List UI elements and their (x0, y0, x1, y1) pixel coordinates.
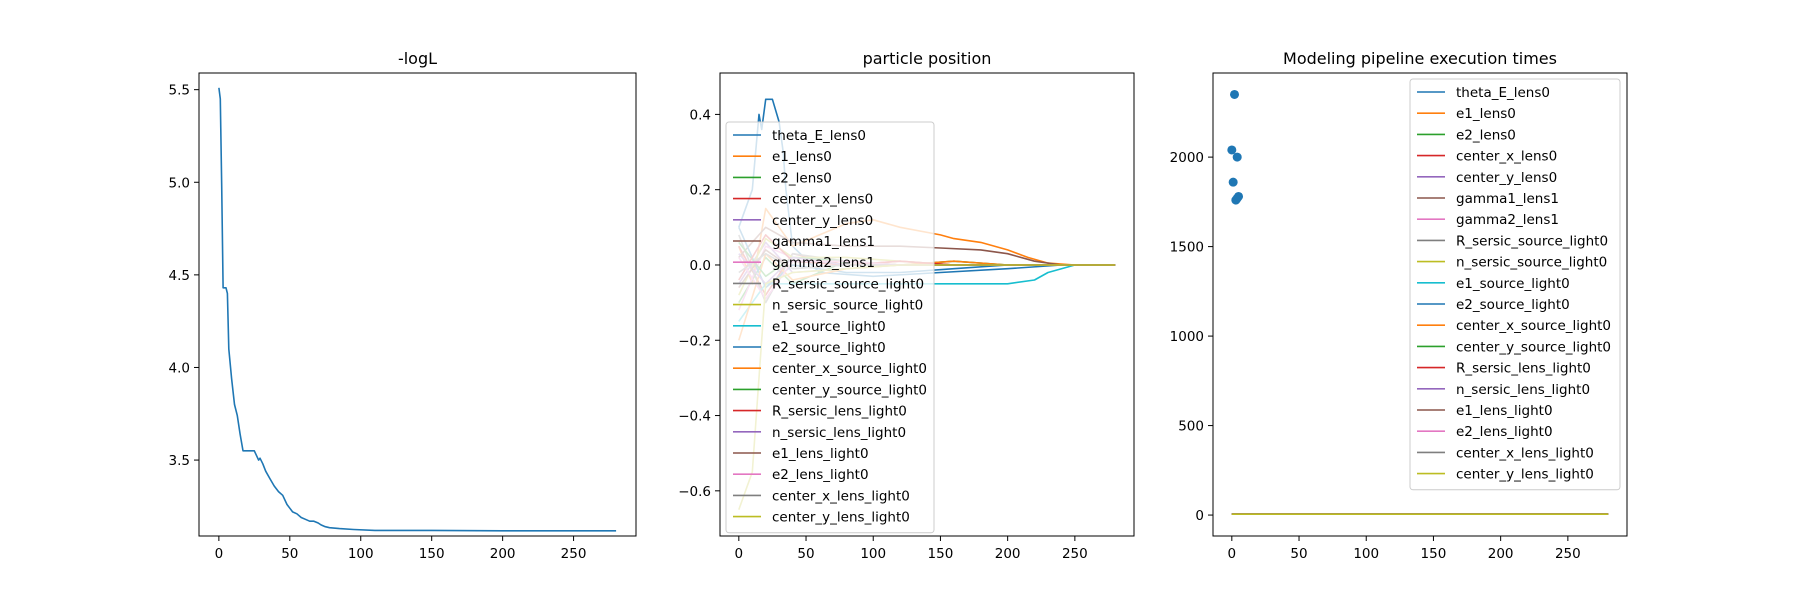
y-tick-label: 3.5 (169, 453, 190, 469)
x-tick-label: 50 (1290, 546, 1307, 562)
x-tick-label: 200 (995, 546, 1021, 562)
legend-frame (1409, 78, 1621, 491)
legend-label: e2_lens_light0 (1456, 424, 1553, 440)
legend: theta_E_lens0 e1_lens0 e2_lens0 center_x_le… (725, 121, 935, 534)
x-tick-label: 100 (1353, 546, 1379, 562)
y-tick-label: 5.5 (169, 83, 190, 99)
y-tick-label: 4.0 (169, 360, 190, 376)
data-point (1228, 177, 1238, 187)
legend-label: gamma1_lens1 (772, 234, 875, 250)
series-line (218, 87, 617, 532)
x-tick-label: 100 (348, 546, 374, 562)
legend-label: e1_source_light0 (772, 319, 886, 335)
legend-label: R_sersic_lens_light0 (772, 404, 907, 420)
chart-2: particle position 0 50 100 150 200 250 0.4 0.2 0.… (678, 49, 1135, 562)
plot-area (218, 87, 617, 532)
legend-label: R_sersic_lens_light0 (1456, 361, 1591, 377)
legend-label: center_y_lens0 (1456, 170, 1557, 186)
legend-label: e1_lens0 (1456, 106, 1516, 122)
legend-label: n_sersic_lens_light0 (772, 425, 906, 441)
x-tick-label: 150 (419, 546, 445, 562)
y-tick-label: 0 (1195, 508, 1204, 524)
x-tick-label: 150 (928, 546, 954, 562)
axes-frame (198, 72, 637, 537)
y-tick-label: 4.5 (169, 268, 190, 284)
axes-frame (719, 72, 1135, 537)
legend-frame (725, 121, 935, 534)
legend-label: R_sersic_source_light0 (1456, 233, 1608, 249)
legend-label: center_x_source_light0 (772, 361, 927, 377)
legend-label: theta_E_lens0 (772, 128, 866, 144)
plot-area (1227, 89, 1609, 515)
legend-label: e1_source_light0 (1456, 276, 1570, 292)
y-tick-label: 500 (1178, 419, 1204, 435)
x-tick-label: 150 (1421, 546, 1447, 562)
legend-label: e2_source_light0 (772, 340, 886, 356)
legend-label: center_x_lens_light0 (1456, 445, 1594, 461)
y-tick-label: 2000 (1170, 150, 1204, 166)
data-point (1227, 145, 1237, 155)
chart-title: Modeling pipeline execution times (1283, 49, 1557, 68)
x-tick-label: 200 (490, 546, 516, 562)
x-tick-label: 200 (1488, 546, 1514, 562)
legend-label: n_sersic_source_light0 (772, 298, 923, 314)
x-tick-label: 0 (1228, 546, 1237, 562)
x-tick-label: 0 (735, 546, 744, 562)
y-tick-label: −0.6 (678, 484, 711, 500)
legend-label: e2_lens_light0 (772, 467, 869, 483)
legend-label: center_x_lens0 (772, 192, 873, 208)
axes-frame (1212, 72, 1628, 537)
y-tick-label: 0.2 (690, 183, 711, 199)
y-tick-label: 0.4 (690, 107, 711, 123)
x-tick-label: 50 (281, 546, 298, 562)
y-tick-label: 1500 (1170, 240, 1204, 256)
x-tick-label: 100 (860, 546, 886, 562)
legend-label: n_sersic_source_light0 (1456, 255, 1607, 271)
legend-label: gamma2_lens1 (1456, 212, 1559, 228)
chart-3: Modeling pipeline execution times 0 50 100 1… (1170, 49, 1628, 562)
chart-1: -logL 0 50 100 150 200 250 3.5 4.0 4.5 5.0 5.5 (169, 49, 637, 562)
legend-label: center_y_lens_light0 (1456, 467, 1594, 483)
legend-label: R_sersic_source_light0 (772, 276, 924, 292)
legend-label: theta_E_lens0 (1456, 85, 1550, 101)
legend-label: center_y_source_light0 (772, 382, 927, 398)
chart-title: -logL (398, 49, 437, 68)
legend-label: n_sersic_lens_light0 (1456, 382, 1590, 398)
legend-label: e2_lens0 (1456, 127, 1516, 143)
data-point (1234, 191, 1244, 201)
legend-label: e1_lens_light0 (772, 446, 869, 462)
legend-label: center_x_source_light0 (1456, 318, 1611, 334)
legend-label: e2_lens0 (772, 170, 832, 186)
x-tick-label: 50 (797, 546, 814, 562)
legend-label: gamma2_lens1 (772, 255, 875, 271)
legend-label: center_y_lens0 (772, 213, 873, 229)
x-tick-label: 250 (561, 546, 587, 562)
legend-label: center_x_lens_light0 (772, 488, 910, 504)
x-tick-label: 0 (215, 546, 224, 562)
y-tick-label: 0.0 (690, 258, 711, 274)
y-tick-label: −0.4 (678, 409, 711, 425)
legend-label: e1_lens_light0 (1456, 403, 1553, 419)
legend-label: center_y_source_light0 (1456, 339, 1611, 355)
y-tick-label: −0.2 (678, 333, 711, 349)
x-tick-label: 250 (1062, 546, 1088, 562)
data-point (1232, 152, 1242, 162)
legend: theta_E_lens0 e1_lens0 e2_lens0 center_x_le… (1409, 78, 1621, 491)
legend-label: e1_lens0 (772, 149, 832, 165)
chart-title: particle position (863, 49, 992, 68)
legend-label: center_y_lens_light0 (772, 510, 910, 526)
legend-label: gamma1_lens1 (1456, 191, 1559, 207)
data-point (1230, 89, 1240, 99)
legend-label: center_x_lens0 (1456, 149, 1557, 165)
legend-label: e2_source_light0 (1456, 297, 1570, 313)
y-tick-label: 1000 (1170, 329, 1204, 345)
y-tick-label: 5.0 (169, 175, 190, 191)
x-tick-label: 250 (1555, 546, 1581, 562)
